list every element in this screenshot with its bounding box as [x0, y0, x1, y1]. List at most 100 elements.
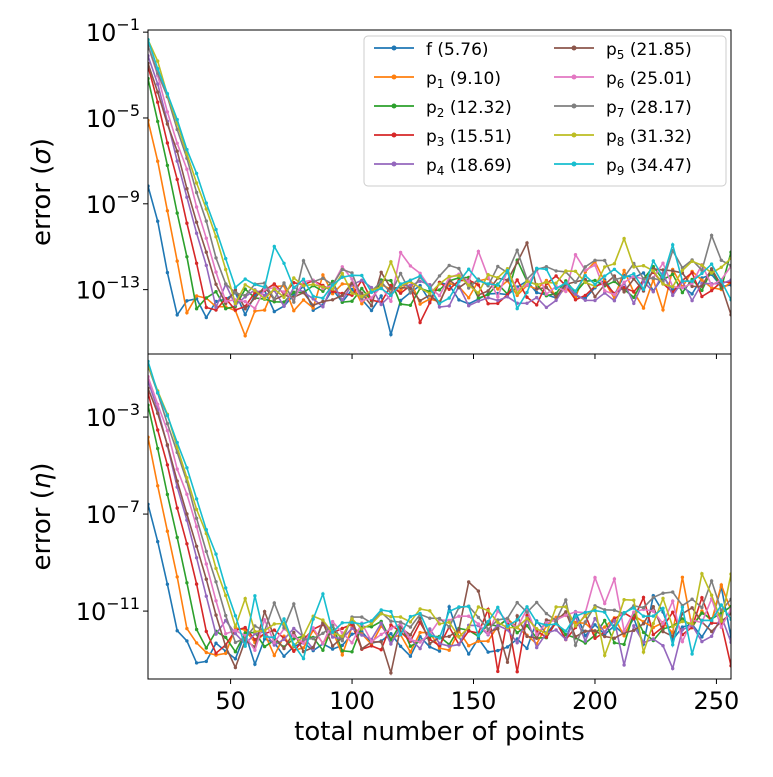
series-point [573, 292, 578, 296]
series-point [505, 660, 510, 664]
series-point [690, 597, 694, 601]
series-point [224, 632, 228, 636]
series-point [641, 650, 646, 654]
series-point [437, 282, 442, 286]
series-point [641, 606, 646, 610]
x-tick-label: 100 [329, 687, 375, 715]
series-point [253, 288, 257, 293]
series-point [360, 278, 364, 282]
series-point [233, 308, 238, 312]
series-point [330, 635, 335, 639]
series-point [515, 248, 519, 252]
series-point [194, 556, 199, 560]
series-point [544, 285, 549, 290]
series-point [389, 286, 393, 290]
series-point [408, 620, 413, 624]
series-point [204, 562, 208, 566]
series-point [156, 539, 160, 544]
series-point [408, 303, 413, 307]
series-point [476, 605, 481, 609]
series-point [457, 642, 461, 647]
series-point [496, 627, 500, 631]
series-point [603, 282, 607, 287]
series-point [505, 278, 510, 282]
series-point [165, 270, 170, 275]
series-point [175, 629, 179, 633]
series-point [175, 117, 179, 122]
series-point [253, 296, 257, 300]
series-point [554, 274, 558, 278]
legend-label: p7 (28.17) [606, 98, 692, 120]
series-point [544, 632, 549, 636]
series-point [243, 287, 247, 291]
series-point [156, 390, 160, 395]
series-point [709, 593, 714, 597]
series-point [389, 642, 393, 646]
series-point [379, 286, 383, 291]
series-point [214, 235, 218, 239]
series-point [194, 516, 199, 520]
series-point [389, 278, 393, 283]
series-point [340, 298, 344, 302]
series-point [622, 598, 626, 602]
series-point [224, 635, 228, 640]
series-point [700, 596, 704, 600]
series-point [651, 290, 655, 294]
series-point [535, 303, 539, 307]
series-point [437, 301, 442, 305]
series-point [194, 307, 199, 311]
series-point [690, 298, 694, 303]
series-point [535, 645, 539, 650]
series-point [301, 284, 306, 288]
series-point [661, 606, 665, 610]
series-point [467, 280, 471, 284]
series-point [525, 290, 529, 295]
series-point [467, 644, 471, 648]
series-point [719, 583, 723, 587]
series-point [719, 265, 723, 269]
series-point [651, 614, 655, 618]
series-point [175, 127, 179, 132]
series-point [544, 280, 549, 284]
series-point [437, 641, 442, 646]
series-point [583, 610, 587, 615]
series-point [243, 596, 247, 601]
series-point [224, 307, 228, 311]
series-point [505, 624, 510, 628]
series-point [398, 291, 403, 295]
series-point [194, 190, 199, 195]
series-point [700, 611, 704, 615]
series-point [214, 290, 218, 294]
series-point [428, 627, 432, 631]
series-point [573, 253, 578, 257]
series-point [428, 633, 432, 637]
series-point [496, 648, 500, 653]
series-point [282, 295, 286, 300]
series-point [350, 641, 354, 645]
series-point [272, 309, 276, 314]
series-point [156, 219, 160, 223]
series-point [467, 614, 471, 618]
series-point [593, 629, 597, 633]
series-point [301, 259, 306, 263]
y-tick-label: 10−3 [86, 400, 140, 432]
y-tick-label: 10−7 [86, 497, 140, 529]
series-point [204, 236, 208, 240]
series-point [515, 600, 519, 605]
series-point [253, 629, 257, 634]
series-point [165, 209, 170, 213]
series-point [369, 285, 374, 290]
series-point [515, 291, 519, 295]
series-point [292, 626, 296, 631]
series-point [379, 640, 383, 644]
series-point [535, 295, 539, 300]
series-point [564, 613, 568, 617]
series-point [262, 285, 267, 289]
series-point [622, 642, 626, 647]
y-tick-label: 10−9 [86, 187, 140, 219]
series-point [447, 644, 451, 648]
series-point [612, 299, 617, 303]
series-point [418, 279, 422, 283]
series-point [175, 149, 179, 153]
legend-marker [571, 45, 577, 51]
